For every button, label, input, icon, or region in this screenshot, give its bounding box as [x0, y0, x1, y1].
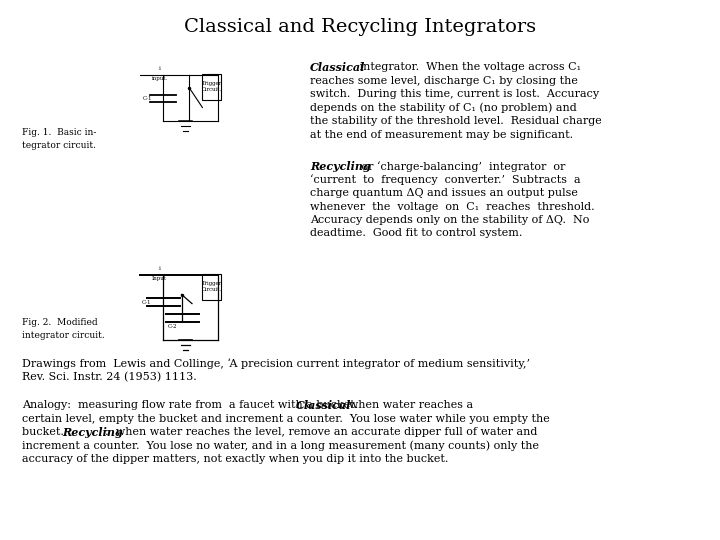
Text: at the end of measurement may be significant.: at the end of measurement may be signifi…	[310, 130, 573, 139]
Text: Classical and Recycling Integrators: Classical and Recycling Integrators	[184, 18, 536, 36]
Text: increment a counter.  You lose no water, and in a long measurement (many counts): increment a counter. You lose no water, …	[22, 441, 539, 451]
Text: Recycling: Recycling	[62, 427, 122, 438]
Text: whenever  the  voltage  on  C₁  reaches  threshold.: whenever the voltage on C₁ reaches thres…	[310, 201, 595, 212]
Text: tegrator circuit.: tegrator circuit.	[22, 141, 96, 150]
Bar	[202, 73, 220, 100]
Text: deadtime.  Good fit to control system.: deadtime. Good fit to control system.	[310, 228, 523, 239]
Text: Fig. 2.  Modified: Fig. 2. Modified	[22, 318, 98, 327]
Text: reaches some level, discharge C₁ by closing the: reaches some level, discharge C₁ by clos…	[310, 76, 578, 85]
Text: i: i	[158, 266, 161, 271]
Text: or ‘charge-balancing’  integrator  or: or ‘charge-balancing’ integrator or	[358, 161, 565, 172]
Text: Analogy:  measuring flow rate from  a faucet with a bucket.: Analogy: measuring flow rate from a fauc…	[22, 400, 365, 410]
Text: Fig. 1.  Basic in-: Fig. 1. Basic in-	[22, 128, 96, 137]
Text: the stability of the threshold level.  Residual charge: the stability of the threshold level. Re…	[310, 116, 602, 126]
Text: Trigger
Circuit.: Trigger Circuit.	[202, 82, 222, 92]
Text: Classical: Classical	[310, 62, 365, 73]
Text: input.: input.	[151, 76, 168, 81]
Text: Drawings from  Lewis and Collinge, ‘A precision current integrator of medium sen: Drawings from Lewis and Collinge, ‘A pre…	[22, 358, 530, 369]
Text: C-1: C-1	[141, 300, 150, 305]
Text: depends on the stability of C₁ (no problem) and: depends on the stability of C₁ (no probl…	[310, 103, 577, 113]
Text: integrator circuit.: integrator circuit.	[22, 331, 104, 340]
Text: ‘current  to  frequency  converter.’  Subtracts  a: ‘current to frequency converter.’ Subtra…	[310, 174, 580, 185]
Text: switch.  During this time, current is lost.  Accuracy: switch. During this time, current is los…	[310, 89, 599, 99]
Bar	[202, 274, 220, 300]
Text: certain level, empty the bucket and increment a counter.  You lose water while y: certain level, empty the bucket and incr…	[22, 414, 550, 423]
Text: i: i	[158, 66, 161, 71]
Text: C-2: C-2	[168, 325, 177, 329]
Text: bucket.: bucket.	[22, 427, 71, 437]
Text: Trigger
Circuit.: Trigger Circuit.	[202, 281, 222, 292]
Text: Input: Input	[152, 276, 167, 281]
Text: Classical: Classical	[296, 400, 351, 411]
Text: accuracy of the dipper matters, not exactly when you dip it into the bucket.: accuracy of the dipper matters, not exac…	[22, 454, 449, 464]
Text: integrator.  When the voltage across C₁: integrator. When the voltage across C₁	[356, 62, 581, 72]
Text: Accuracy depends only on the stability of ΔQ.  No: Accuracy depends only on the stability o…	[310, 215, 590, 225]
Text: Rev. Sci. Instr. 24 (1953) 1113.: Rev. Sci. Instr. 24 (1953) 1113.	[22, 372, 197, 382]
Text: charge quantum ΔQ and issues an output pulse: charge quantum ΔQ and issues an output p…	[310, 188, 578, 198]
Text: :  when water reaches the level, remove an accurate dipper full of water and: : when water reaches the level, remove a…	[105, 427, 537, 437]
Text: C-1: C-1	[143, 96, 152, 101]
Text: Recycling: Recycling	[310, 161, 371, 172]
Text: :  when water reaches a: : when water reaches a	[338, 400, 473, 410]
